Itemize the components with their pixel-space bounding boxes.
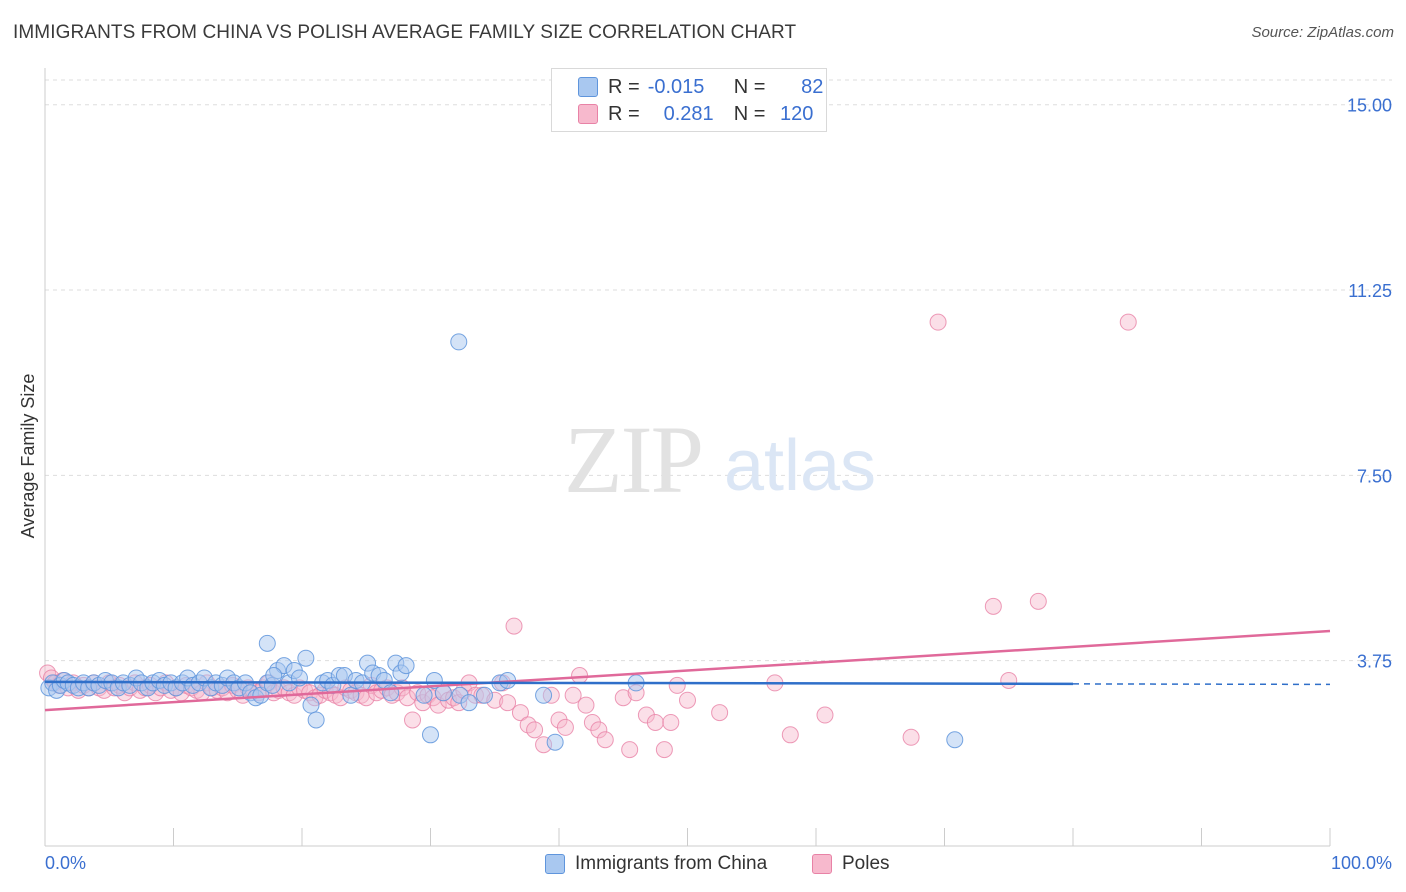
y-tick-label: 15.00 (1347, 96, 1392, 116)
y-tick-label: 7.50 (1357, 466, 1392, 486)
data-point-poles (781, 726, 799, 744)
data-point-poles (816, 706, 834, 724)
data-point-china (946, 731, 964, 749)
data-point-poles (590, 721, 608, 739)
data-point-poles (646, 713, 664, 731)
data-point-poles (596, 731, 614, 749)
data-point-poles (526, 721, 544, 739)
data-point-poles (655, 741, 673, 759)
legend-swatch-china (578, 77, 598, 97)
watermark-atlas: atlas (724, 426, 876, 506)
bottom-legend-swatch-poles (812, 854, 832, 874)
data-point-poles (662, 713, 680, 731)
legend-row-poles: R = 0.281 N = 120 (578, 102, 813, 126)
series-china-points (40, 333, 964, 751)
data-point-poles (711, 704, 729, 722)
correlation-legend: R = -0.015 N = 82 R = 0.281 N = 120 (551, 68, 827, 132)
data-point-china (258, 634, 276, 652)
bottom-legend-label-poles: Poles (842, 853, 890, 874)
data-point-china (397, 657, 415, 675)
data-point-china (460, 694, 478, 712)
legend-swatch-poles (578, 104, 598, 124)
data-point-china (302, 696, 320, 714)
legend-n-label: N = (733, 102, 766, 125)
data-point-china (342, 686, 360, 704)
data-point-poles (571, 667, 589, 685)
data-point-china (265, 667, 283, 685)
data-point-poles (564, 686, 582, 704)
data-point-china (415, 686, 433, 704)
data-point-poles (1000, 671, 1018, 689)
data-point-china (307, 711, 325, 729)
legend-n-value: 82 (801, 75, 824, 98)
data-point-china (535, 686, 553, 704)
legend-n-value: 120 (780, 102, 814, 125)
data-point-poles (499, 694, 517, 712)
data-point-china (422, 726, 439, 744)
legend-r-value: -0.015 (647, 75, 705, 98)
chart-title: IMMIGRANTS FROM CHINA VS POLISH AVERAGE … (13, 22, 797, 43)
data-point-china (297, 649, 315, 667)
data-point-china (434, 684, 452, 702)
data-point-poles (902, 728, 920, 746)
legend-r-label: R = (608, 102, 640, 125)
trend-lines (44, 629, 1331, 712)
y-tick-label: 11.25 (1348, 281, 1392, 301)
x-tick-label-max: 100.0% (1331, 853, 1392, 873)
trend-line-china (44, 680, 1074, 686)
bottom-legend-china: Immigrants from China (545, 852, 767, 876)
bottom-legend-label-china: Immigrants from China (575, 853, 768, 874)
data-point-poles (577, 696, 595, 714)
watermark: ZIP atlas (564, 406, 876, 513)
data-point-poles (1119, 313, 1137, 331)
data-point-poles (1029, 592, 1047, 610)
data-point-poles (929, 313, 947, 331)
legend-n-label: N = (733, 75, 766, 98)
grid-lines (45, 79, 1392, 662)
data-point-china (475, 686, 493, 704)
data-point-poles (679, 691, 696, 709)
data-point-poles (637, 706, 655, 724)
data-point-china (425, 671, 443, 689)
data-point-poles (404, 711, 422, 729)
data-point-poles (556, 718, 574, 736)
axes (44, 68, 1331, 847)
data-point-poles (614, 689, 632, 707)
data-point-china (450, 333, 468, 351)
y-axis-label: Average Family Size (18, 374, 38, 539)
bottom-legend-poles: Poles (812, 852, 890, 876)
data-point-china (382, 684, 400, 702)
watermark-zip: ZIP (564, 406, 702, 513)
legend-r-label: R = (608, 75, 640, 98)
data-point-poles (505, 617, 523, 635)
bottom-legend-swatch-china (545, 854, 565, 874)
data-point-poles (511, 704, 529, 722)
legend-r-value: 0.281 (663, 102, 714, 125)
data-point-poles (668, 676, 686, 694)
data-point-poles (621, 741, 639, 759)
data-point-china (546, 733, 564, 751)
trend-line-poles (44, 629, 1331, 712)
x-tick-label-min: 0.0% (45, 853, 86, 873)
legend-row-china: R = -0.015 N = 82 (578, 75, 823, 99)
data-point-poles (984, 597, 1002, 615)
tick-labels: 3.75 7.50 11.25 15.00 0.0% 100.0% (45, 96, 1392, 873)
data-point-poles (398, 689, 416, 707)
y-tick-label: 3.75 (1357, 652, 1392, 672)
source-label: Source: ZipAtlas.com (1251, 24, 1394, 41)
